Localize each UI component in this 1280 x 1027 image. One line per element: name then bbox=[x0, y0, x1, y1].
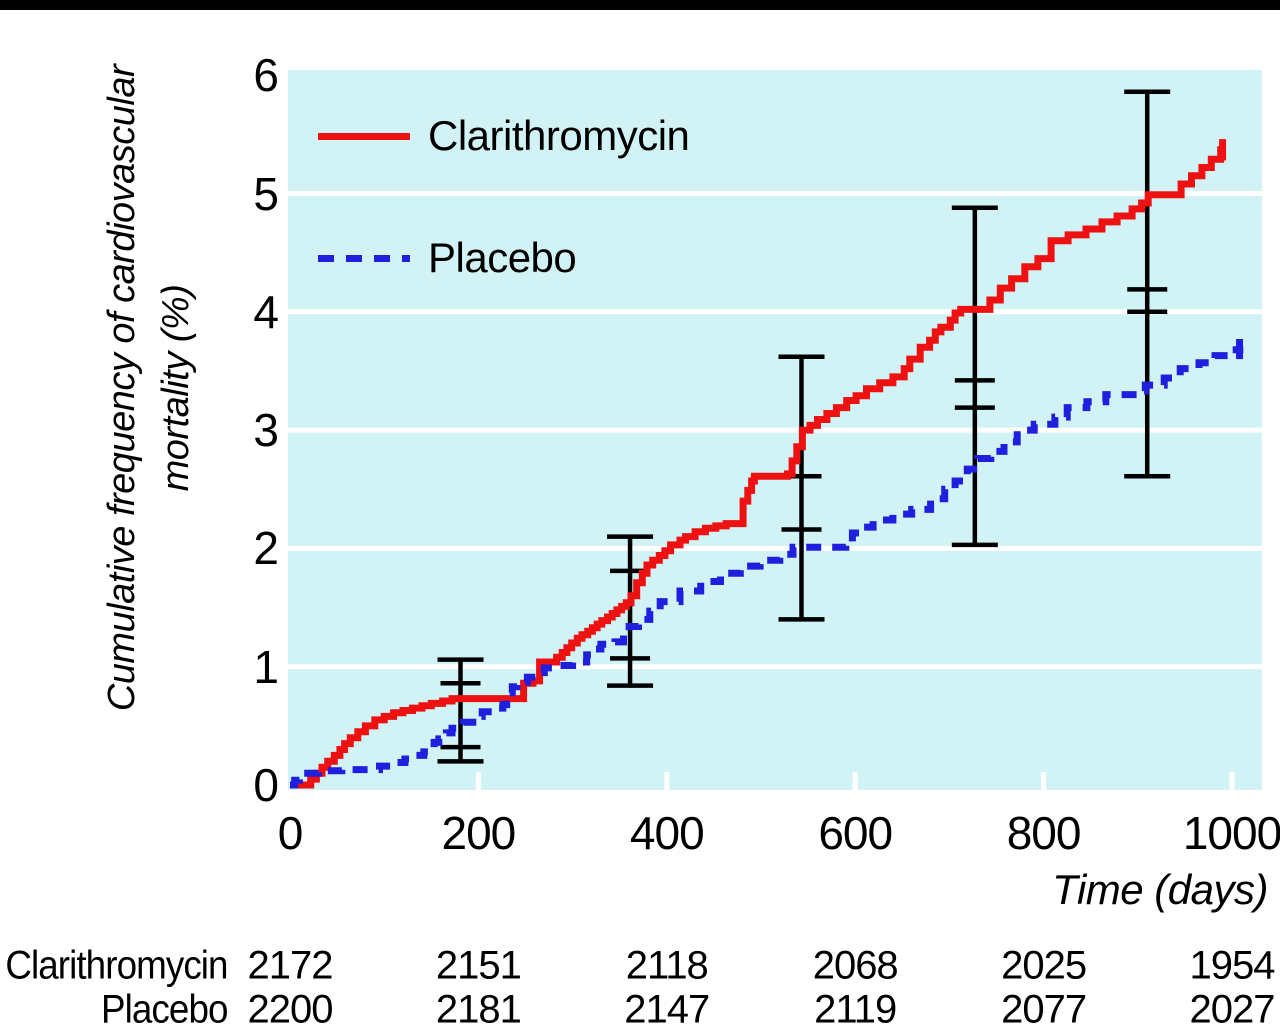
risk-value: 2118 bbox=[625, 943, 709, 988]
risk-value: 1954 bbox=[1189, 943, 1276, 988]
risk-value: 2181 bbox=[435, 987, 522, 1027]
clarithromycin-curve bbox=[290, 146, 1226, 789]
risk-value: 2068 bbox=[812, 943, 899, 988]
y-tick-label: 3 bbox=[253, 404, 279, 457]
x-tick-label: 200 bbox=[441, 807, 517, 859]
y-tick-label: 6 bbox=[253, 49, 279, 102]
x-axis-title: Time (days) bbox=[1052, 866, 1268, 913]
error-bar bbox=[437, 657, 484, 764]
placebo-curve bbox=[290, 346, 1244, 789]
error-bar bbox=[607, 534, 654, 688]
risk-row-label-clarithromycin: Clarithromycin bbox=[5, 943, 229, 988]
x-axis-tick bbox=[1229, 772, 1235, 790]
x-tick-label: 800 bbox=[1006, 807, 1082, 859]
top-border-bar bbox=[0, 0, 1280, 10]
error-bar bbox=[778, 354, 825, 622]
risk-value: 2025 bbox=[1001, 943, 1087, 988]
risk-value: 2077 bbox=[1001, 987, 1087, 1027]
legend-label-clarithromycin: Clarithromycin bbox=[428, 112, 690, 159]
x-axis-tick bbox=[1041, 772, 1047, 790]
placebo-line-swatch bbox=[318, 255, 410, 262]
y-tick-label: 1 bbox=[253, 640, 279, 693]
risk-value: 2151 bbox=[435, 943, 522, 988]
error-bar bbox=[951, 205, 998, 548]
y-tick-label: 5 bbox=[253, 167, 279, 220]
x-axis-tick bbox=[475, 772, 481, 790]
error-bar bbox=[1124, 89, 1171, 479]
x-tick-label: 0 bbox=[277, 807, 304, 859]
y-axis-title-line-1: Cumulative frequency of cardiovascular bbox=[101, 64, 143, 712]
y-axis-title-line-2: mortality (%) bbox=[155, 284, 197, 492]
x-axis-tick bbox=[852, 772, 858, 790]
y-tick-label: 2 bbox=[253, 522, 279, 575]
legend-label-placebo: Placebo bbox=[428, 234, 577, 281]
risk-value: 2027 bbox=[1189, 987, 1276, 1027]
risk-value: 2119 bbox=[814, 987, 897, 1027]
risk-value: 2147 bbox=[624, 987, 710, 1027]
risk-value: 2200 bbox=[247, 987, 334, 1027]
y-tick-label: 4 bbox=[253, 285, 279, 338]
y-tick-label: 0 bbox=[253, 759, 279, 811]
x-tick-label: 600 bbox=[818, 807, 893, 859]
x-tick-label: 400 bbox=[629, 807, 705, 859]
clarithromycin-line-swatch bbox=[318, 133, 410, 140]
x-tick-label: 1000 bbox=[1182, 807, 1280, 859]
y-axis-title: Cumulative frequency of cardiovascular m… bbox=[95, 36, 205, 740]
risk-value: 2172 bbox=[247, 943, 334, 988]
x-axis-tick bbox=[664, 772, 670, 790]
risk-row-label-placebo: Placebo bbox=[101, 987, 228, 1027]
